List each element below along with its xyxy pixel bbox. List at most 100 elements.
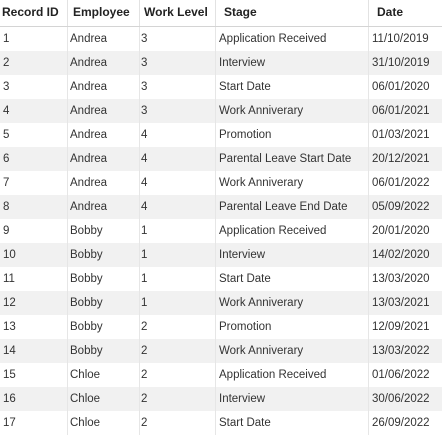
record-id-cell[interactable]: 10: [0, 243, 68, 267]
column-header-stage[interactable]: Stage: [216, 0, 369, 26]
table-row[interactable]: 9 Bobby 1 Application Received 20/01/2020: [0, 219, 442, 243]
stage-cell[interactable]: Interview: [216, 387, 369, 411]
date-cell[interactable]: 20/12/2021: [372, 153, 430, 165]
stage-cell[interactable]: Parental Leave Start Date: [216, 147, 369, 171]
work-level-cell[interactable]: 1: [140, 219, 216, 243]
stage-cell[interactable]: Work Anniverary: [216, 99, 369, 123]
record-id-cell[interactable]: 4: [0, 99, 68, 123]
record-id-cell[interactable]: 12: [0, 291, 68, 315]
date-cell[interactable]: 06/01/2020: [372, 81, 430, 93]
table-row[interactable]: 17 Chloe 2 Start Date 26/09/2022: [0, 411, 442, 435]
table-row[interactable]: 13 Bobby 2 Promotion 12/09/2021: [0, 315, 442, 339]
record-id-cell[interactable]: 13: [0, 315, 68, 339]
record-id-cell[interactable]: 9: [0, 219, 68, 243]
work-level-cell[interactable]: 3: [140, 99, 216, 123]
date-cell[interactable]: 13/03/2020: [372, 273, 430, 285]
record-id-cell[interactable]: 16: [0, 387, 68, 411]
date-cell[interactable]: 01/06/2022: [372, 369, 430, 381]
work-level-cell[interactable]: 4: [140, 195, 216, 219]
employee-cell[interactable]: Andrea: [68, 51, 140, 75]
date-cell[interactable]: 01/03/2021: [372, 129, 430, 141]
date-cell[interactable]: 12/09/2021: [372, 321, 430, 333]
work-level-cell[interactable]: 4: [140, 147, 216, 171]
date-cell[interactable]: 06/01/2022: [372, 177, 430, 189]
date-cell[interactable]: 05/09/2022: [372, 201, 430, 213]
table-row[interactable]: 10 Bobby 1 Interview 14/02/2020: [0, 243, 442, 267]
record-id-cell[interactable]: 15: [0, 363, 68, 387]
record-id-cell[interactable]: 2: [0, 51, 68, 75]
employee-cell[interactable]: Andrea: [68, 99, 140, 123]
date-cell[interactable]: 30/06/2022: [372, 393, 430, 405]
table-row[interactable]: 3 Andrea 3 Start Date 06/01/2020: [0, 75, 442, 99]
stage-cell[interactable]: Application Received: [216, 219, 369, 243]
work-level-cell[interactable]: 2: [140, 339, 216, 363]
employee-cell[interactable]: Bobby: [68, 339, 140, 363]
employee-cell[interactable]: Andrea: [68, 27, 140, 51]
employee-cell[interactable]: Andrea: [68, 75, 140, 99]
employee-cell[interactable]: Andrea: [68, 195, 140, 219]
stage-cell[interactable]: Start Date: [216, 411, 369, 435]
employee-cell[interactable]: Bobby: [68, 219, 140, 243]
employee-cell[interactable]: Chloe: [68, 387, 140, 411]
record-id-cell[interactable]: 17: [0, 411, 68, 435]
record-id-cell[interactable]: 14: [0, 339, 68, 363]
table-row[interactable]: 6 Andrea 4 Parental Leave Start Date 20/12/2…: [0, 147, 442, 171]
table-row[interactable]: 12 Bobby 1 Work Anniverary 13/03/2021: [0, 291, 442, 315]
record-id-cell[interactable]: 8: [0, 195, 68, 219]
column-header-record-id[interactable]: Record ID: [0, 0, 68, 26]
stage-cell[interactable]: Interview: [216, 243, 369, 267]
date-cell[interactable]: 20/01/2020: [372, 225, 430, 237]
stage-cell[interactable]: Application Received: [216, 363, 369, 387]
work-level-cell[interactable]: 3: [140, 75, 216, 99]
column-header-employee[interactable]: Employee: [68, 0, 140, 26]
record-id-cell[interactable]: 11: [0, 267, 68, 291]
work-level-cell[interactable]: 2: [140, 387, 216, 411]
table-row[interactable]: 1 Andrea 3 Application Received 11/10/2019: [0, 27, 442, 51]
work-level-cell[interactable]: 1: [140, 267, 216, 291]
record-id-cell[interactable]: 5: [0, 123, 68, 147]
date-cell[interactable]: 11/10/2019: [372, 33, 429, 45]
table-row[interactable]: 5 Andrea 4 Promotion 01/03/2021: [0, 123, 442, 147]
stage-cell[interactable]: Application Received: [216, 27, 369, 51]
work-level-cell[interactable]: 2: [140, 411, 216, 435]
stage-cell[interactable]: Work Anniverary: [216, 171, 369, 195]
work-level-cell[interactable]: 3: [140, 27, 216, 51]
date-cell[interactable]: 14/02/2020: [372, 249, 430, 261]
employee-cell[interactable]: Chloe: [68, 411, 140, 435]
date-cell[interactable]: 06/01/2021: [372, 105, 430, 117]
work-level-cell[interactable]: 2: [140, 363, 216, 387]
employee-cell[interactable]: Bobby: [68, 315, 140, 339]
date-cell[interactable]: 26/09/2022: [372, 417, 430, 429]
stage-cell[interactable]: Promotion: [216, 315, 369, 339]
work-level-cell[interactable]: 2: [140, 315, 216, 339]
stage-cell[interactable]: Parental Leave End Date: [216, 195, 369, 219]
stage-cell[interactable]: Promotion: [216, 123, 369, 147]
table-row[interactable]: 2 Andrea 3 Interview 31/10/2019: [0, 51, 442, 75]
table-row[interactable]: 7 Andrea 4 Work Anniverary 06/01/2022: [0, 171, 442, 195]
column-header-work-level[interactable]: Work Level: [140, 0, 216, 26]
table-row[interactable]: 14 Bobby 2 Work Anniverary 13/03/2022: [0, 339, 442, 363]
table-row[interactable]: 15 Chloe 2 Application Received 01/06/2022: [0, 363, 442, 387]
stage-cell[interactable]: Start Date: [216, 267, 369, 291]
date-cell[interactable]: 13/03/2022: [372, 345, 430, 357]
record-id-cell[interactable]: 3: [0, 75, 68, 99]
stage-cell[interactable]: Work Anniverary: [216, 339, 369, 363]
employee-cell[interactable]: Andrea: [68, 123, 140, 147]
employee-cell[interactable]: Bobby: [68, 243, 140, 267]
work-level-cell[interactable]: 4: [140, 123, 216, 147]
column-header-date[interactable]: Date: [377, 5, 404, 19]
record-id-cell[interactable]: 6: [0, 147, 68, 171]
employee-cell[interactable]: Andrea: [68, 171, 140, 195]
stage-cell[interactable]: Start Date: [216, 75, 369, 99]
table-row[interactable]: 4 Andrea 3 Work Anniverary 06/01/2021: [0, 99, 442, 123]
table-row[interactable]: 16 Chloe 2 Interview 30/06/2022: [0, 387, 442, 411]
work-level-cell[interactable]: 3: [140, 51, 216, 75]
table-row[interactable]: 8 Andrea 4 Parental Leave End Date 05/09/202…: [0, 195, 442, 219]
employee-cell[interactable]: Andrea: [68, 147, 140, 171]
table-row[interactable]: 11 Bobby 1 Start Date 13/03/2020: [0, 267, 442, 291]
employee-cell[interactable]: Chloe: [68, 363, 140, 387]
work-level-cell[interactable]: 1: [140, 243, 216, 267]
record-id-cell[interactable]: 7: [0, 171, 68, 195]
stage-cell[interactable]: Interview: [216, 51, 369, 75]
date-cell[interactable]: 13/03/2021: [372, 297, 430, 309]
